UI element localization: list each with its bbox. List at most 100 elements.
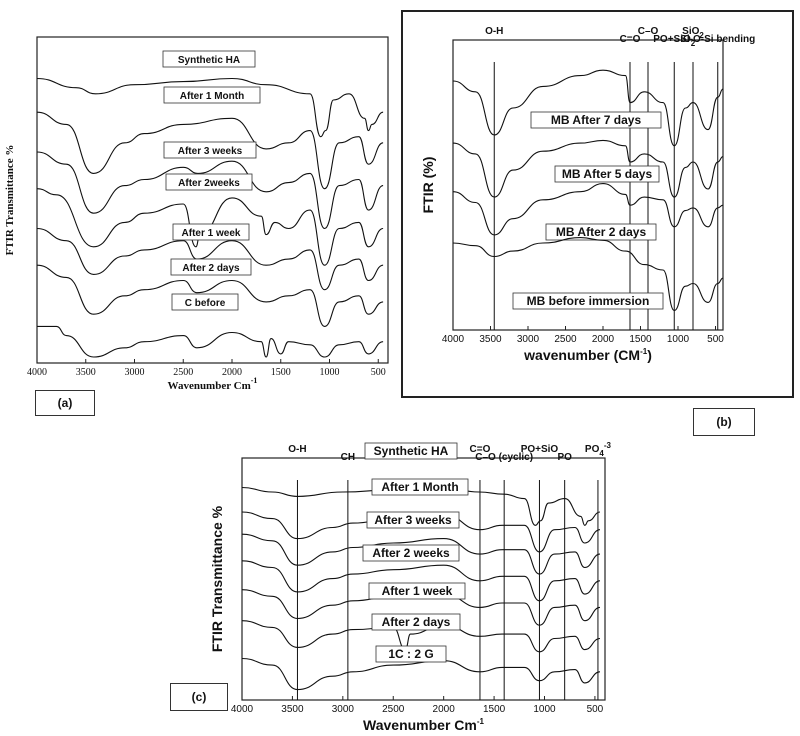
series-label-box [371,613,461,631]
band-annotation: C–O (cyclic) [475,452,533,463]
x-tick-label: 1000 [667,334,690,345]
x-tick-label: 1500 [629,334,652,345]
x-tick-label: 500 [371,367,386,378]
band-annotation: C–O [638,26,659,37]
x-tick-label: 1500 [271,367,291,378]
series-line-c-before [37,325,384,358]
panel-c: 4000 3500 3000 2500 2000 1500 1000 500 Wavenumbe… [160,418,620,736]
series-line-mb-after-2-days [452,183,724,236]
x-tick-label: 3000 [517,334,540,345]
series-label-text: MB After 5 days [562,167,653,181]
series-label-box [371,478,469,496]
series-label-text: After 2 days [382,615,451,629]
x-axis-label-sup: -1 [251,376,258,385]
series-line-1c-2-g [241,657,601,691]
series-label-text: After 1 week [182,228,241,239]
series-label-box [162,50,256,68]
x-tick-label: 3500 [281,704,304,715]
y-axis-label: FTIR Transmittance % [209,505,225,652]
band-annotation: C=O [470,444,491,455]
series-line-after-1-week [241,589,601,626]
x-tick-label: 2500 [382,704,405,715]
series-label-text: After 2weeks [178,178,240,189]
x-axis-label: Wavenumber Cm-1 [363,717,485,733]
x-axis-label-end: ) [647,347,652,363]
plot-frame [36,36,389,364]
panel-b-label: (b) [693,408,755,436]
series-label-box [172,223,250,241]
series-label-synthetic-ha: Synthetic HA [364,442,458,460]
x-tick-label: 3000 [332,704,355,715]
band-annotation: O-H [485,26,503,37]
series-label-after-2-weeks: After 2 weeks [362,544,460,562]
panel-b-frame [401,10,794,398]
panel-b: 4000 3500 3000 2500 2000 1500 1000 500 wavenumbe… [400,0,800,420]
band-annotation: PO [557,452,572,463]
x-tick-label: 3500 [76,367,96,378]
series-label-after-2weeks: After 2weeks [165,173,253,191]
band-annotation-sup: -3 [604,441,612,450]
x-tick-label: 1500 [483,704,506,715]
band-annotation: PO+SiO [521,444,559,455]
series-line-mb-after-7-days [452,69,724,147]
series-label-after-1-month: After 1 Month [163,86,261,104]
series-line-after-2-weeks [241,560,601,602]
series-label-text: After 1 Month [180,91,244,102]
x-tick-label: 4000 [231,704,254,715]
x-tick-label: 2000 [433,704,456,715]
series-line-after-1-month [36,111,384,190]
series-line-after-2-days [36,264,384,327]
band-annotation: PO+SiO2 [653,34,696,48]
band-annotation: O-H [288,444,306,455]
x-tick-label: 2000 [222,367,242,378]
x-axis-label-sup: -1 [477,717,485,726]
chart-a-svg: 4000 3500 3000 2500 2000 1500 1000 500 Wavenumbe… [4,36,389,392]
panel-a-label: (a) [35,390,95,416]
x-tick-label: 2500 [554,334,577,345]
series-label-text: Synthetic HA [178,55,240,66]
series-label-box [163,86,261,104]
band-annotation-sub: 2 [699,31,704,40]
series-line-mb-before-immersion [452,237,724,312]
x-tick-label: 2000 [592,334,615,345]
series-label-text: 1C : 2 G [388,647,433,661]
series-label-after-2-days: After 2 days [170,258,252,276]
panel-c-label: (c) [170,683,228,711]
x-axis-label: Wavenumber Cm-1 [168,376,258,392]
series-line-after-1-week [36,227,384,291]
series-label-text: After 1 Month [381,480,458,494]
panel-a: 4000 3500 3000 2500 2000 1500 1000 500 Wavenumbe… [0,0,400,420]
x-tick-label: 3000 [125,367,145,378]
series-label-synthetic-ha: Synthetic HA [162,50,256,68]
x-tick-label: 4000 [442,334,465,345]
series-label-box [170,258,252,276]
series-label-box [165,173,253,191]
series-line-synthetic-ha [36,77,384,138]
series-label-text: Synthetic HA [374,444,449,458]
band-annotation: C=O [620,34,641,45]
band-annotation: PO4-3 [585,441,612,458]
series-label-c-before: C before [171,293,239,311]
series-label-text: C before [185,298,226,309]
x-tick-label: 4000 [27,367,47,378]
series-label-after-1-week: After 1 week [368,582,466,600]
series-label-box [375,645,447,663]
series-line-after-3-weeks [241,533,601,575]
series-label-after-1-month: After 1 Month [371,478,469,496]
series-label-mb-after-2-days: MB After 2 days [545,223,657,241]
x-tick-label: 3500 [479,334,502,345]
series-label-text: MB before immersion [527,294,650,308]
x-tick-label: 1000 [533,704,556,715]
series-label-mb-after-5-days: MB After 5 days [554,165,660,183]
series-label-box [530,111,662,129]
series-label-after-1-week: After 1 week [172,223,250,241]
series-label-mb-after-7-days: MB After 7 days [530,111,662,129]
series-label-box [171,293,239,311]
band-annotation-sub: 2 [691,39,696,48]
series-line-after-2weeks [36,188,384,266]
band-annotation-sub: 4 [599,449,604,458]
series-line-after-1-month [241,511,601,553]
y-axis-label: FTIR Transmittance % [4,145,16,256]
band-annotation: CH [341,452,355,463]
series-label-text: After 3 weeks [178,146,243,157]
